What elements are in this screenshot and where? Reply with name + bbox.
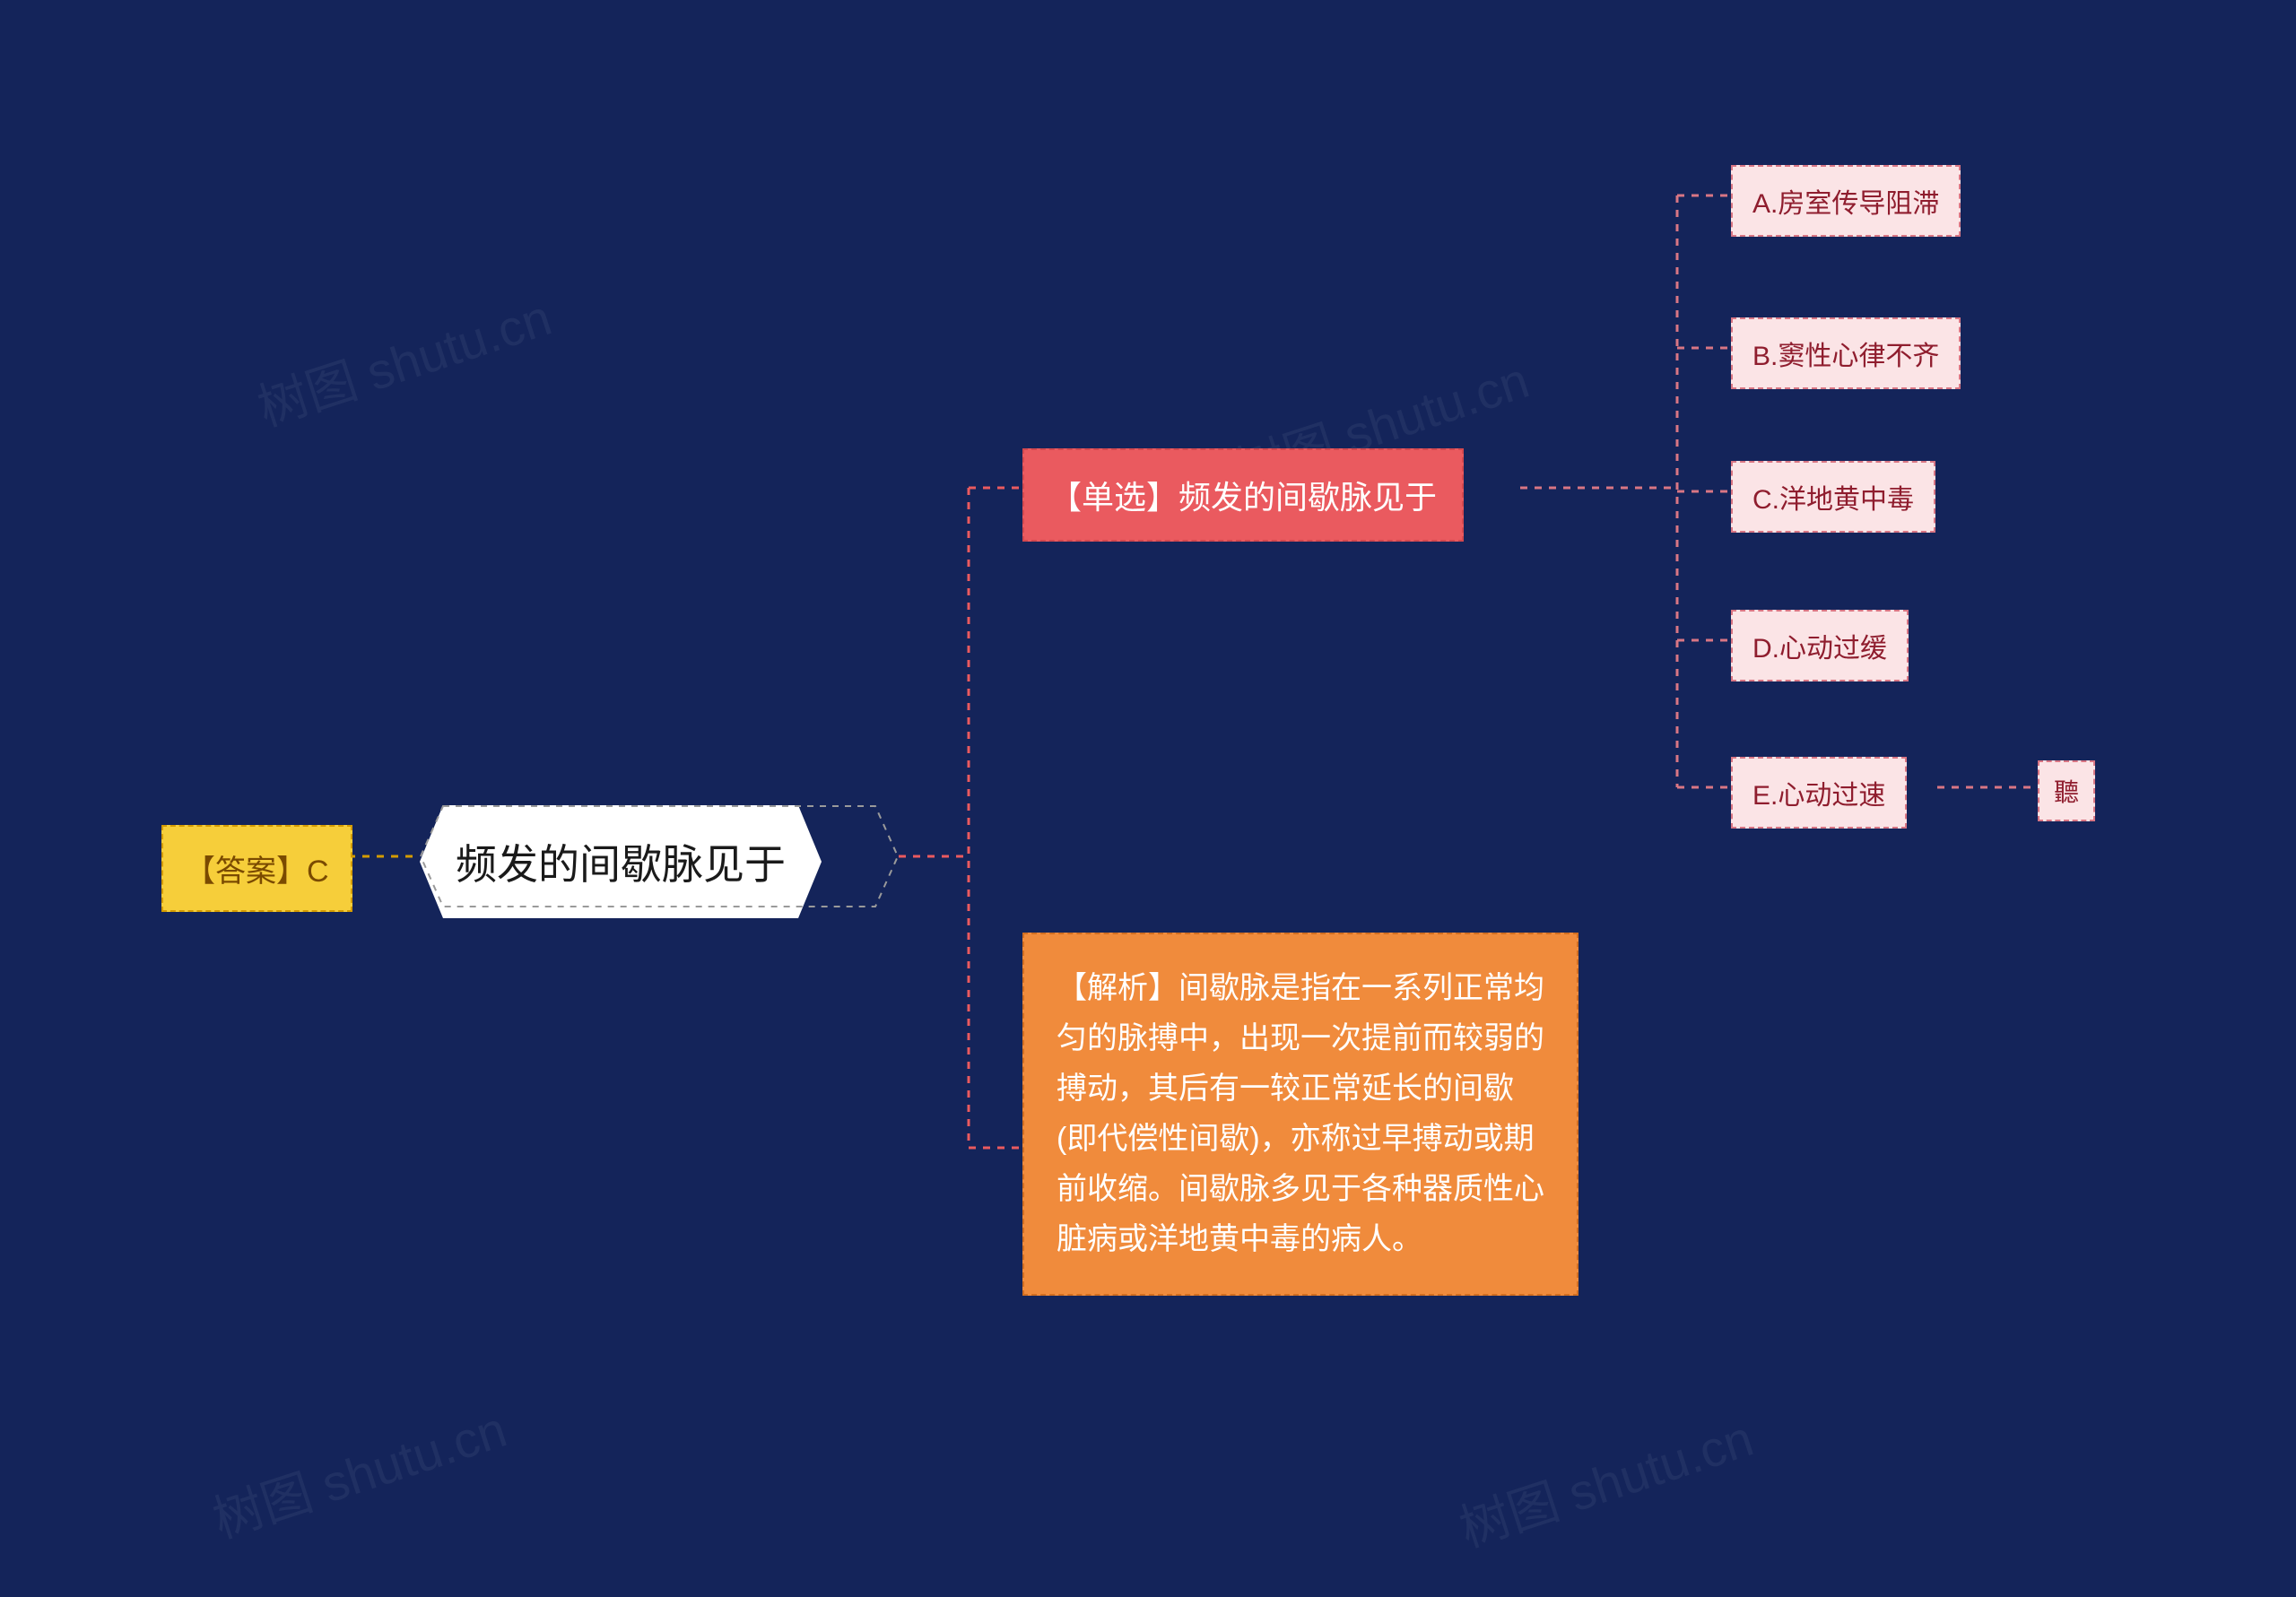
connector-layer bbox=[0, 0, 2296, 1597]
node-option-d[interactable]: D.心动过缓 bbox=[1731, 610, 1909, 681]
option-d-label: D.心动过缓 bbox=[1752, 634, 1887, 664]
node-option-a[interactable]: A.房室传导阻滞 bbox=[1731, 165, 1961, 237]
node-question-label: 【单选】频发的间歇脉见于 bbox=[1049, 479, 1437, 516]
node-option-c[interactable]: C.洋地黄中毒 bbox=[1731, 461, 1935, 533]
explanation-text: 【解析】间歇脉是指在一系列正常均匀的脉搏中，出现一次提前而较弱的搏动，其后有一较… bbox=[1057, 971, 1544, 1256]
watermark: 树图 shutu.cn bbox=[248, 278, 560, 441]
node-root[interactable]: 频发的间歇脉见于 bbox=[420, 805, 822, 918]
watermark: 树图 shutu.cn bbox=[203, 1390, 515, 1553]
node-answer-label: 【答案】C bbox=[185, 855, 329, 889]
node-option-b[interactable]: B.窦性心律不齐 bbox=[1731, 317, 1961, 389]
node-question[interactable]: 【单选】频发的间歇脉见于 bbox=[1022, 448, 1464, 542]
node-answer[interactable]: 【答案】C bbox=[161, 825, 352, 912]
watermark: 树图 shutu.cn bbox=[1449, 1399, 1761, 1562]
option-e-label: E.心动过速 bbox=[1752, 781, 1885, 811]
hex-border-icon bbox=[420, 805, 822, 918]
option-b-label: B.窦性心律不齐 bbox=[1752, 342, 1939, 371]
node-option-e[interactable]: E.心动过速 bbox=[1731, 757, 1907, 829]
node-explanation[interactable]: 【解析】间歇脉是指在一系列正常均匀的脉搏中，出现一次提前而较弱的搏动，其后有一较… bbox=[1022, 933, 1578, 1296]
option-e-child-label: 聽 bbox=[2054, 778, 2079, 806]
option-c-label: C.洋地黄中毒 bbox=[1752, 485, 1914, 515]
option-a-label: A.房室传导阻滞 bbox=[1752, 189, 1939, 219]
node-option-e-child[interactable]: 聽 bbox=[2038, 760, 2095, 821]
